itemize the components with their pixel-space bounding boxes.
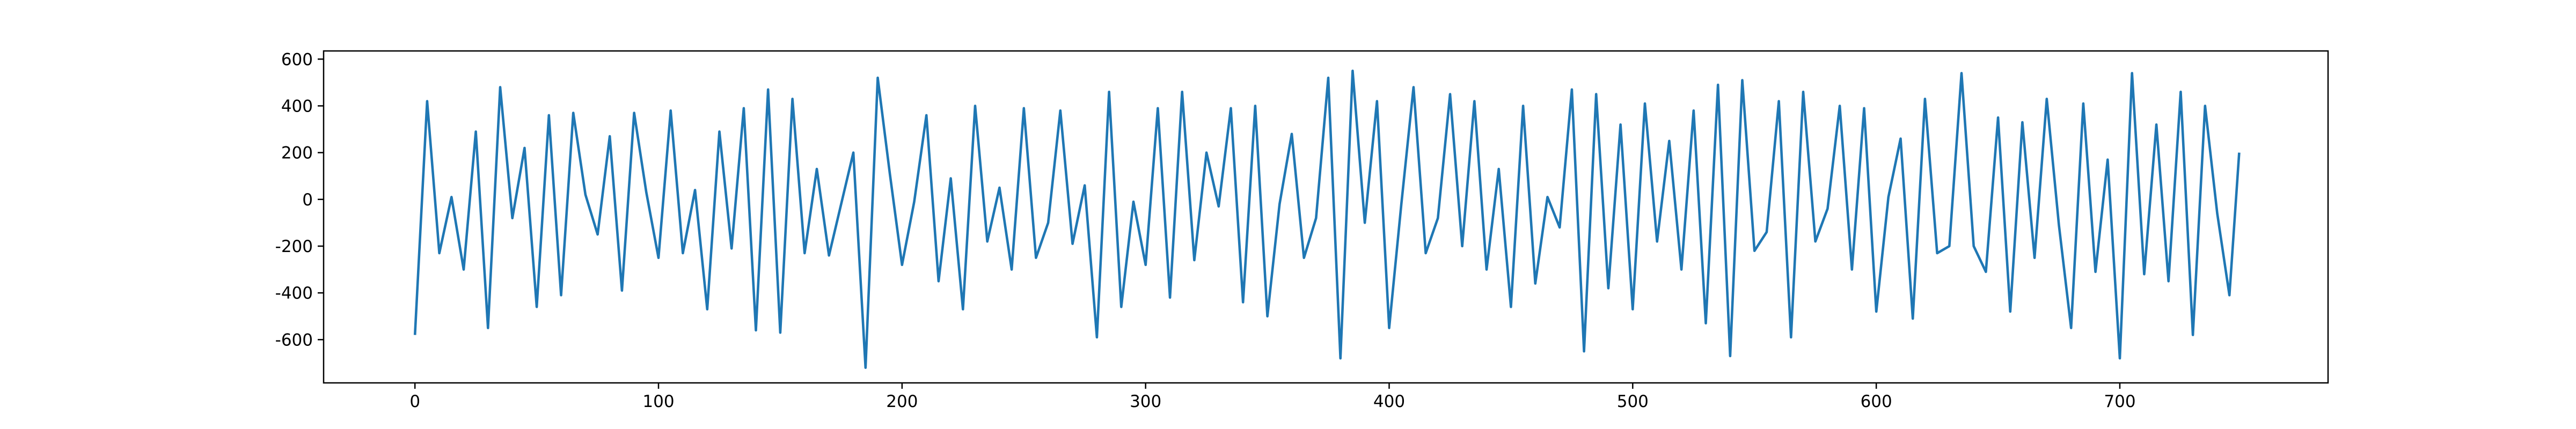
x-tick-label: 300 (1130, 392, 1161, 411)
x-tick-label: 500 (1617, 392, 1649, 411)
y-tick-label: 400 (281, 97, 313, 116)
line-series (413, 69, 2241, 369)
y-tick-label: 600 (281, 50, 313, 69)
y-tick-label: -600 (275, 330, 313, 350)
x-tick-label: 200 (886, 392, 918, 411)
y-tick-label: 0 (302, 190, 313, 210)
x-tick-label: 100 (642, 392, 674, 411)
x-tick-label: 400 (1373, 392, 1405, 411)
x-tick-label: 0 (409, 392, 420, 411)
plot-frame (323, 50, 2329, 384)
y-tick-label: -400 (275, 284, 313, 303)
y-tick-label: 200 (281, 144, 313, 163)
y-tick-label: -200 (275, 237, 313, 256)
x-tick-label: 600 (1861, 392, 1892, 411)
x-tick-label: 700 (2104, 392, 2135, 411)
